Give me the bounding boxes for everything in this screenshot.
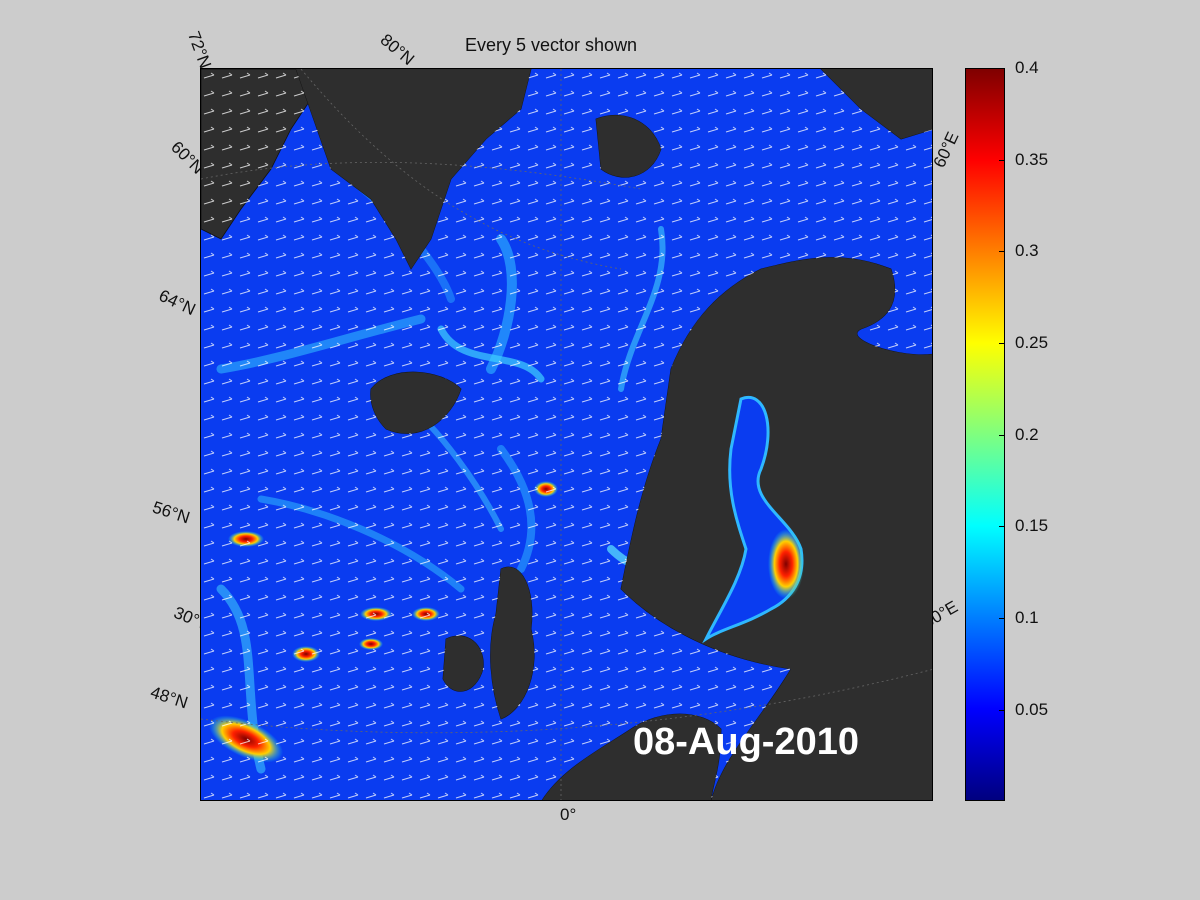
colorbar-tick: [999, 251, 1005, 252]
date-label: 08-Aug-2010: [633, 721, 859, 763]
colorbar-label: 0.1: [1015, 608, 1039, 627]
lat-label-72n: 72°N: [184, 28, 215, 71]
lat-label-64n: 64°N: [155, 285, 199, 320]
colorbar-tick: [999, 710, 1005, 711]
colorbar-tick: [999, 435, 1005, 436]
colorbar-label: 0.15: [1015, 516, 1049, 535]
lon-label-60e: 60°E: [929, 128, 963, 171]
map-svg: [201, 69, 932, 800]
colorbar-label: 0.3: [1015, 241, 1039, 260]
map-title: Every 5 vector shown: [465, 35, 638, 55]
colorbar-tick: [999, 68, 1005, 69]
lat-label-80n: 80°N: [376, 30, 418, 70]
colorbar-label: 0.35: [1015, 150, 1049, 169]
colorbar-tick: [999, 343, 1005, 344]
graticule: [201, 69, 932, 800]
lat-label-48n: 48°N: [148, 682, 191, 713]
colorbar: [965, 68, 1005, 801]
lon-label-0: 0°: [560, 805, 577, 824]
colorbar-label: 0.05: [1015, 700, 1049, 719]
colorbar-label: 0.25: [1015, 333, 1049, 352]
colorbar-tick: [999, 526, 1005, 527]
colorbar-label: 0.4: [1015, 58, 1039, 77]
lat-label-56n: 56°N: [150, 497, 193, 528]
colorbar-tick: [999, 160, 1005, 161]
colorbar-tick: [999, 618, 1005, 619]
colorbar-label: 0.2: [1015, 425, 1039, 444]
ocean-current-map: 08-Aug-2010: [200, 68, 933, 801]
